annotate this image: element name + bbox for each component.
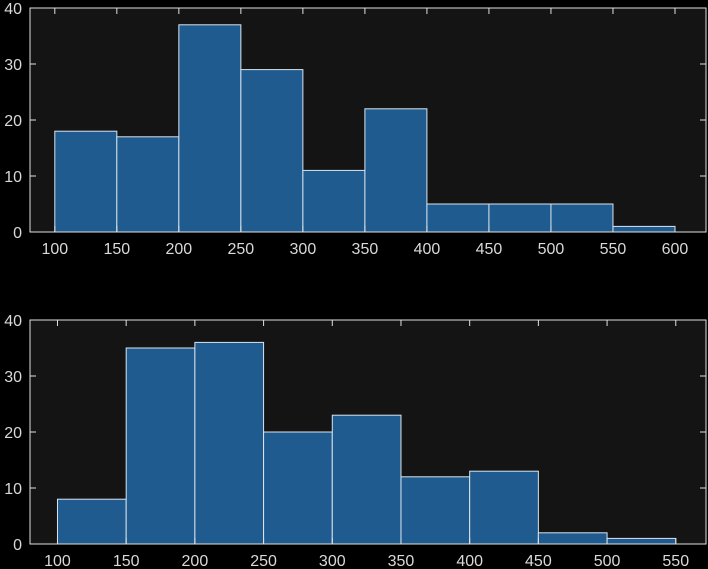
histogram-bar-top-6 xyxy=(364,108,428,233)
histogram-bar-top-1 xyxy=(54,130,118,233)
x-tick-label-top-100: 100 xyxy=(41,241,68,258)
histogram-bar-top-4 xyxy=(240,69,304,233)
y-tick-label-top-20: 20 xyxy=(4,113,22,130)
x-tick-label-bottom-200: 200 xyxy=(182,553,209,569)
x-ticks-top: 100 150 200 250 300 350 400 450 500 550 600 xyxy=(41,8,688,258)
histogram-bar-top-5 xyxy=(302,169,366,233)
histogram-bar-top-9 xyxy=(550,203,614,233)
x-tick-label-bottom-400: 400 xyxy=(456,553,483,569)
x-tick-label-bottom-350: 350 xyxy=(388,553,415,569)
y-tick-label-top-40: 40 xyxy=(4,1,22,18)
histogram-bar-top-3 xyxy=(178,24,242,233)
bars-bottom xyxy=(56,341,677,545)
x-tick-label-bottom-150: 150 xyxy=(113,553,140,569)
x-tick-label-top-600: 600 xyxy=(662,241,689,258)
y-tick-label-bottom-10: 10 xyxy=(4,481,22,498)
y-tick-label-top-30: 30 xyxy=(4,57,22,74)
x-tick-label-top-500: 500 xyxy=(538,241,565,258)
histogram-bar-top-2 xyxy=(116,136,180,233)
x-tick-label-bottom-100: 100 xyxy=(44,553,71,569)
x-ticks-bottom: 100 150 200 250 300 350 400 450 500 550 xyxy=(44,320,689,569)
histogram-bar-bottom-8 xyxy=(537,532,608,545)
histogram-bar-top-8 xyxy=(488,203,552,233)
histogram-bar-bottom-9 xyxy=(606,537,677,545)
x-tick-label-top-150: 150 xyxy=(103,241,130,258)
chart-bottom: 100 150 200 250 300 350 400 450 500 550 0 10 20 30 40 xyxy=(4,313,707,569)
x-tick-label-bottom-450: 450 xyxy=(525,553,552,569)
x-tick-label-top-300: 300 xyxy=(290,241,317,258)
y-tick-label-top-0: 0 xyxy=(13,225,22,242)
x-tick-label-top-400: 400 xyxy=(414,241,441,258)
y-ticks-top: 0 10 20 30 40 xyxy=(4,1,706,242)
x-tick-label-bottom-250: 250 xyxy=(250,553,277,569)
x-tick-label-top-350: 350 xyxy=(352,241,379,258)
y-tick-label-bottom-40: 40 xyxy=(4,313,22,330)
x-tick-label-top-550: 550 xyxy=(600,241,627,258)
histogram-bar-bottom-3 xyxy=(194,341,265,545)
x-tick-label-bottom-300: 300 xyxy=(319,553,346,569)
histogram-bar-bottom-4 xyxy=(263,431,333,545)
bars-top xyxy=(54,24,676,233)
histogram-bar-top-10 xyxy=(612,225,676,233)
histogram-bar-bottom-1 xyxy=(56,498,127,545)
histogram-bar-bottom-7 xyxy=(469,470,539,545)
x-tick-label-top-200: 200 xyxy=(165,241,192,258)
y-tick-label-bottom-30: 30 xyxy=(4,369,22,386)
x-tick-label-bottom-550: 550 xyxy=(662,553,689,569)
histogram-bar-bottom-6 xyxy=(400,476,471,545)
chart-top: 100 150 200 250 300 350 400 450 500 550 600 0 10 20 3… xyxy=(4,1,707,258)
y-ticks-bottom: 0 10 20 30 40 xyxy=(4,313,706,554)
y-tick-label-top-10: 10 xyxy=(4,169,22,186)
x-tick-label-top-450: 450 xyxy=(476,241,503,258)
histogram-bar-bottom-2 xyxy=(125,347,196,545)
x-tick-label-bottom-500: 500 xyxy=(594,553,621,569)
histogram-bar-top-7 xyxy=(426,203,490,233)
y-tick-label-bottom-0: 0 xyxy=(13,537,22,554)
histogram-bar-bottom-5 xyxy=(331,414,402,545)
y-tick-label-bottom-20: 20 xyxy=(4,425,22,442)
x-tick-label-top-250: 250 xyxy=(228,241,255,258)
